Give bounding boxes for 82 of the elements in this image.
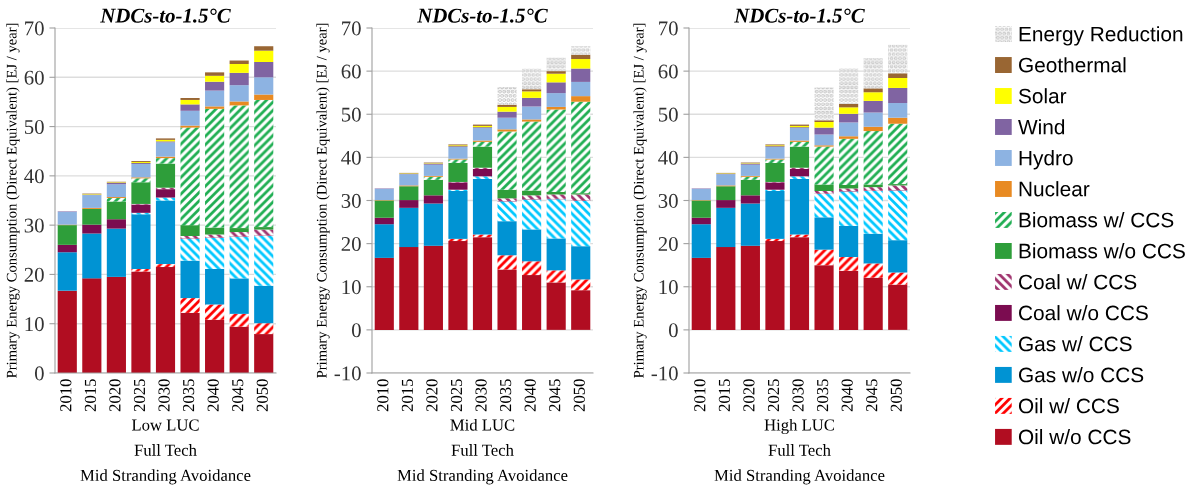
chart-title: NDCs-to-1.5°C	[417, 8, 548, 23]
text: Mid Stranding Avoidance	[714, 469, 885, 485]
y-tick-label: 20	[24, 267, 44, 282]
x-tick-label: 2025	[767, 379, 780, 412]
x-tick-label: 2050	[256, 379, 268, 412]
y-tick-label: -10	[334, 366, 361, 381]
legend-label: Coal w/ CCS	[1019, 274, 1137, 290]
y-axis-title: Primary Energy Consumption (Direct Equivalent) [EJ / year]	[316, 23, 330, 378]
legend-label: Energy Reduction	[1019, 26, 1183, 46]
x-tick-label: 2025	[133, 379, 146, 412]
legend-label: Nuclear	[1019, 181, 1090, 197]
x-tick-label: 2045	[866, 379, 878, 412]
text: Full Tech	[768, 444, 831, 456]
x-tick-label: 2010	[60, 379, 72, 412]
y-tick-label: 30	[341, 193, 361, 208]
x-tick-label: 2015	[401, 379, 414, 412]
x-tick-label: 2030	[475, 379, 487, 412]
y-tick-label: -10	[651, 366, 678, 381]
y-axis-title: Primary Energy Consumption (Direct Equivalent) [EJ / year]	[633, 23, 647, 378]
y-tick-label: 30	[24, 218, 44, 233]
x-tick-label: 2025	[450, 379, 463, 412]
x-tick-label: 2010	[694, 379, 706, 412]
y-tick-label: 20	[658, 237, 678, 252]
x-tick-label: 2020	[426, 379, 438, 412]
y-tick-label: 40	[24, 169, 44, 184]
text: Mid LUC	[450, 418, 515, 431]
legend-label: Biomass w/ CCS	[1019, 212, 1174, 228]
y-tick-label: 60	[341, 64, 361, 79]
y-tick-label: 20	[341, 237, 361, 252]
text: Full Tech	[134, 444, 197, 456]
y-tick-label: 10	[659, 280, 678, 295]
text: Mid Stranding Avoidance	[80, 469, 251, 485]
x-tick-label: 2035	[816, 379, 829, 412]
y-tick-label: 50	[24, 119, 44, 134]
legend-label: Gas w/o CCS	[1019, 367, 1144, 383]
y-tick-label: 40	[658, 150, 678, 165]
x-tick-label: 2035	[182, 379, 195, 412]
text: Low LUC	[131, 419, 199, 431]
legend-label: Biomass w/o CCS	[1019, 243, 1185, 259]
x-tick-label: 2010	[377, 379, 389, 412]
x-tick-label: 2040	[207, 379, 219, 412]
y-tick-label: 30	[658, 193, 678, 208]
legend-label: Solar	[1018, 88, 1067, 104]
text: High LUC	[764, 418, 834, 435]
legend-label: Gas w/ CCS	[1019, 336, 1132, 352]
x-tick-label: 2040	[841, 379, 853, 412]
chart-title: NDCs-to-1.5°C	[100, 8, 231, 23]
x-tick-label: 2030	[158, 379, 170, 412]
x-tick-label: 2050	[890, 379, 902, 412]
y-tick-label: 10	[25, 317, 44, 332]
y-tick-label: 0	[34, 366, 44, 381]
text: Mid Stranding Avoidance	[397, 469, 568, 485]
y-tick-label: 70	[25, 21, 44, 36]
y-tick-label: 0	[351, 323, 361, 338]
y-tick-label: 10	[342, 280, 361, 295]
x-tick-label: 2045	[549, 379, 561, 412]
y-axis-title: Primary Energy Consumption (Direct Equivalent) [EJ / year]	[6, 23, 20, 378]
x-tick-label: 2015	[84, 379, 97, 412]
x-tick-label: 2030	[792, 379, 804, 412]
y-tick-label: 60	[24, 70, 44, 85]
x-tick-label: 2015	[718, 379, 731, 412]
x-tick-label: 2020	[743, 379, 755, 412]
legend-label: Geothermal	[1019, 57, 1126, 73]
y-tick-label: 50	[341, 107, 361, 122]
x-tick-label: 2020	[109, 379, 121, 412]
legend-label: Oil w/o CCS	[1018, 429, 1131, 445]
x-tick-label: 2045	[232, 379, 244, 412]
text: Full Tech	[451, 444, 514, 456]
x-tick-label: 2040	[524, 379, 536, 412]
x-tick-label: 2050	[573, 379, 585, 412]
y-tick-label: 50	[658, 107, 678, 122]
legend-label: Hydro	[1019, 150, 1073, 170]
legend-label: Wind	[1018, 119, 1065, 135]
x-tick-label: 2035	[499, 379, 512, 412]
chart-title: NDCs-to-1.5°C	[734, 8, 865, 23]
y-tick-label: 70	[342, 21, 361, 36]
y-tick-label: 0	[668, 323, 678, 338]
legend-label: Oil w/ CCS	[1018, 398, 1119, 414]
y-tick-label: 60	[658, 64, 678, 79]
legend-label: Coal w/o CCS	[1019, 305, 1148, 321]
y-tick-label: 40	[341, 150, 361, 165]
y-tick-label: 70	[659, 21, 678, 36]
